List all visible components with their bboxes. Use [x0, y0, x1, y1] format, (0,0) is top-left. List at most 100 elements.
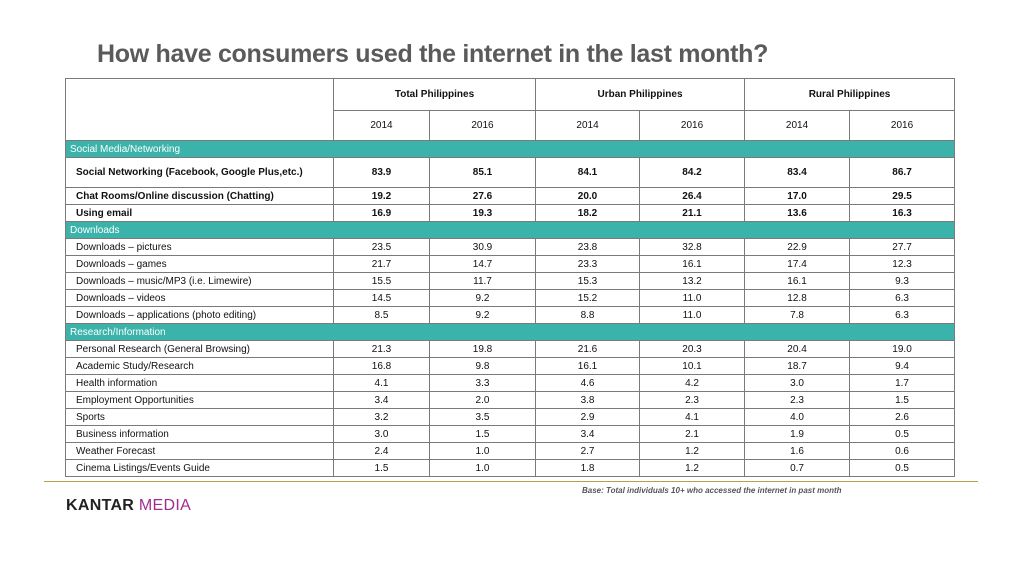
value-cell: 2.9: [535, 408, 641, 426]
section-header-row: Social Media/Networking: [64, 140, 956, 158]
table-row: Downloads – pictures 23.5 30.9 23.8 32.8 22.9…: [65, 238, 956, 256]
value-cell: 16.3: [849, 204, 956, 222]
value-cell: 11.0: [639, 306, 746, 324]
value-cell: 84.1: [535, 157, 641, 188]
value-cell: 17.4: [744, 255, 851, 273]
value-cell: 20.3: [639, 340, 746, 358]
value-cell: 16.8: [333, 357, 430, 375]
section-header-label: Social Media/Networking: [64, 140, 956, 158]
value-cell: 16.1: [639, 255, 746, 273]
value-cell: 4.2: [639, 374, 746, 392]
section-header-label: Research/Information: [64, 323, 956, 341]
row-label: Academic Study/Research: [65, 357, 334, 375]
value-cell: 14.7: [428, 255, 537, 273]
value-cell: 3.3: [428, 374, 537, 392]
value-cell: 21.3: [333, 340, 430, 358]
logo-part-media: MEDIA: [138, 497, 192, 514]
row-label: Downloads – games: [65, 255, 334, 273]
value-cell: 1.5: [849, 391, 956, 409]
value-cell: 9.8: [428, 357, 537, 375]
value-cell: 3.4: [333, 391, 430, 409]
table-row: Weather Forecast 2.4 1.0 2.7 1.2 1.6 0.6: [65, 442, 956, 460]
row-label: Social Networking (Facebook, Google Plus…: [65, 157, 334, 188]
value-cell: 15.3: [535, 272, 641, 290]
table-row: Academic Study/Research 16.8 9.8 16.1 10.1 18…: [65, 357, 956, 375]
value-cell: 7.8: [744, 306, 851, 324]
value-cell: 4.6: [535, 374, 641, 392]
table-row: Social Networking (Facebook, Google Plus…: [65, 157, 956, 188]
row-label: Sports: [65, 408, 334, 426]
value-cell: 6.3: [849, 306, 956, 324]
value-cell: 30.9: [428, 238, 537, 256]
section-header-label: Downloads: [64, 221, 956, 239]
year-header: 2016: [849, 110, 956, 141]
table-row: Chat Rooms/Online discussion (Chatting) 1…: [65, 187, 956, 205]
value-cell: 2.0: [428, 391, 537, 409]
value-cell: 3.2: [333, 408, 430, 426]
value-cell: 29.5: [849, 187, 956, 205]
table-row: Employment Opportunities 3.4 2.0 3.8 2.3 2.3 1…: [65, 391, 956, 409]
value-cell: 85.1: [428, 157, 537, 188]
value-cell: 1.0: [428, 459, 537, 477]
value-cell: 1.8: [535, 459, 641, 477]
row-label: Chat Rooms/Online discussion (Chatting): [65, 187, 334, 205]
value-cell: 0.7: [744, 459, 851, 477]
value-cell: 15.5: [333, 272, 430, 290]
data-table: Total Philippines Urban Philippines Rura…: [64, 78, 956, 477]
year-header: 2014: [744, 110, 851, 141]
value-cell: 2.7: [535, 442, 641, 460]
year-header: 2016: [428, 110, 537, 141]
table-row: Downloads – games 21.7 14.7 23.3 16.1 17.4 12.…: [65, 255, 956, 273]
value-cell: 18.2: [535, 204, 641, 222]
region-header-urban: Urban Philippines: [535, 78, 746, 111]
value-cell: 2.3: [744, 391, 851, 409]
value-cell: 13.6: [744, 204, 851, 222]
table-row: Using email 16.9 19.3 18.2 21.1 13.6 16.3: [65, 204, 956, 222]
value-cell: 4.1: [333, 374, 430, 392]
row-label: Downloads – pictures: [65, 238, 334, 256]
value-cell: 3.8: [535, 391, 641, 409]
table-row: Business information 3.0 1.5 3.4 2.1 1.9 0.5: [65, 425, 956, 443]
value-cell: 4.1: [639, 408, 746, 426]
value-cell: 14.5: [333, 289, 430, 307]
value-cell: 19.2: [333, 187, 430, 205]
value-cell: 27.6: [428, 187, 537, 205]
value-cell: 1.6: [744, 442, 851, 460]
value-cell: 23.5: [333, 238, 430, 256]
row-label: Downloads – applications (photo editing): [65, 306, 334, 324]
region-header-rural: Rural Philippines: [744, 78, 956, 111]
row-label: Using email: [65, 204, 334, 222]
value-cell: 17.0: [744, 187, 851, 205]
year-header: 2016: [639, 110, 746, 141]
value-cell: 10.1: [639, 357, 746, 375]
value-cell: 9.2: [428, 289, 537, 307]
row-label: Employment Opportunities: [65, 391, 334, 409]
value-cell: 2.6: [849, 408, 956, 426]
value-cell: 8.5: [333, 306, 430, 324]
table-row: Downloads – videos 14.5 9.2 15.2 11.0 12.8 6.3: [65, 289, 956, 307]
table-row: Downloads – music/MP3 (i.e. Limewire) 15.…: [65, 272, 956, 290]
value-cell: 1.9: [744, 425, 851, 443]
value-cell: 1.2: [639, 459, 746, 477]
value-cell: 1.5: [333, 459, 430, 477]
value-cell: 21.7: [333, 255, 430, 273]
base-note: Base: Total individuals 10+ who accessed…: [582, 486, 842, 495]
row-label: Cinema Listings/Events Guide: [65, 459, 334, 477]
header-row-regions: Total Philippines Urban Philippines Rura…: [65, 78, 956, 111]
value-cell: 27.7: [849, 238, 956, 256]
table-row: Sports 3.2 3.5 2.9 4.1 4.0 2.6: [65, 408, 956, 426]
value-cell: 11.0: [639, 289, 746, 307]
row-label: Downloads – videos: [65, 289, 334, 307]
header-row-years: 2014 2016 2014 2016 2014 2016: [65, 110, 956, 141]
value-cell: 86.7: [849, 157, 956, 188]
value-cell: 0.5: [849, 459, 956, 477]
table-row: Cinema Listings/Events Guide 1.5 1.0 1.8 1.2…: [65, 459, 956, 477]
row-label: Health information: [65, 374, 334, 392]
value-cell: 0.6: [849, 442, 956, 460]
value-cell: 26.4: [639, 187, 746, 205]
value-cell: 9.3: [849, 272, 956, 290]
header-blank-cell: [65, 110, 334, 141]
table-row: Personal Research (General Browsing) 21.3…: [65, 340, 956, 358]
kantar-media-logo: KANTAR MEDIA: [66, 497, 191, 515]
table-row: Health information 4.1 3.3 4.6 4.2 3.0 1.7: [65, 374, 956, 392]
